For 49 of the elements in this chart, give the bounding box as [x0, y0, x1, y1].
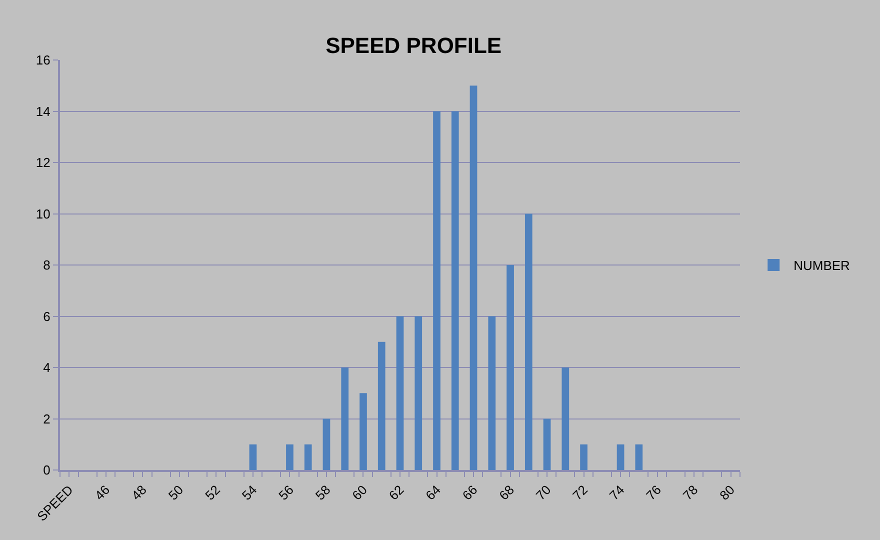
bar — [488, 316, 496, 470]
x-tick-label: 64 — [422, 482, 444, 504]
x-tick-label: 72 — [570, 482, 590, 504]
legend-label: NUMBER — [794, 258, 850, 274]
x-tick-label: 60 — [349, 482, 370, 504]
bar — [341, 368, 349, 470]
y-tick-label: 4 — [43, 360, 50, 376]
bar — [562, 368, 570, 470]
bar — [304, 444, 312, 470]
bar — [286, 444, 294, 470]
x-tick-label: 66 — [459, 482, 480, 504]
bar — [543, 418, 551, 470]
x-tick-label: 74 — [606, 482, 628, 504]
bar — [580, 444, 588, 470]
x-tick-label: 68 — [496, 482, 517, 504]
x-tick-label: 78 — [680, 482, 701, 504]
bar — [451, 111, 459, 470]
x-tick-label: 80 — [716, 482, 738, 504]
bar — [433, 111, 440, 470]
bar — [360, 393, 367, 470]
bar — [635, 444, 643, 470]
bar — [470, 86, 478, 470]
bar — [322, 418, 330, 470]
x-tick-label: 76 — [643, 482, 664, 504]
x-tick-label: 46 — [92, 482, 113, 504]
y-tick-label: 2 — [43, 411, 50, 426]
y-tick-label: 10 — [36, 206, 50, 222]
bar — [506, 265, 514, 470]
x-tick-label: 54 — [238, 482, 260, 504]
bar — [249, 444, 257, 470]
y-tick-label: 14 — [36, 104, 50, 119]
bar — [378, 342, 386, 470]
x-tick-label: 52 — [202, 482, 223, 504]
chart-title: SPEED PROFILE — [326, 33, 502, 58]
x-tick-label: 58 — [312, 482, 334, 504]
x-tick-label: 62 — [386, 482, 407, 504]
bar — [616, 444, 624, 470]
y-tick-label: 12 — [36, 155, 50, 170]
bar — [414, 316, 422, 470]
x-tick-label: 50 — [165, 482, 186, 504]
bar — [396, 316, 404, 470]
x-tick-label: 56 — [276, 482, 296, 504]
y-tick-label: 16 — [36, 52, 50, 68]
y-tick-label: 8 — [43, 258, 50, 273]
x-tick-label: 48 — [128, 482, 150, 504]
bar — [524, 214, 532, 470]
x-tick-label: 70 — [532, 482, 554, 504]
y-tick-label: 0 — [43, 462, 50, 478]
y-tick-label: 6 — [43, 308, 50, 324]
